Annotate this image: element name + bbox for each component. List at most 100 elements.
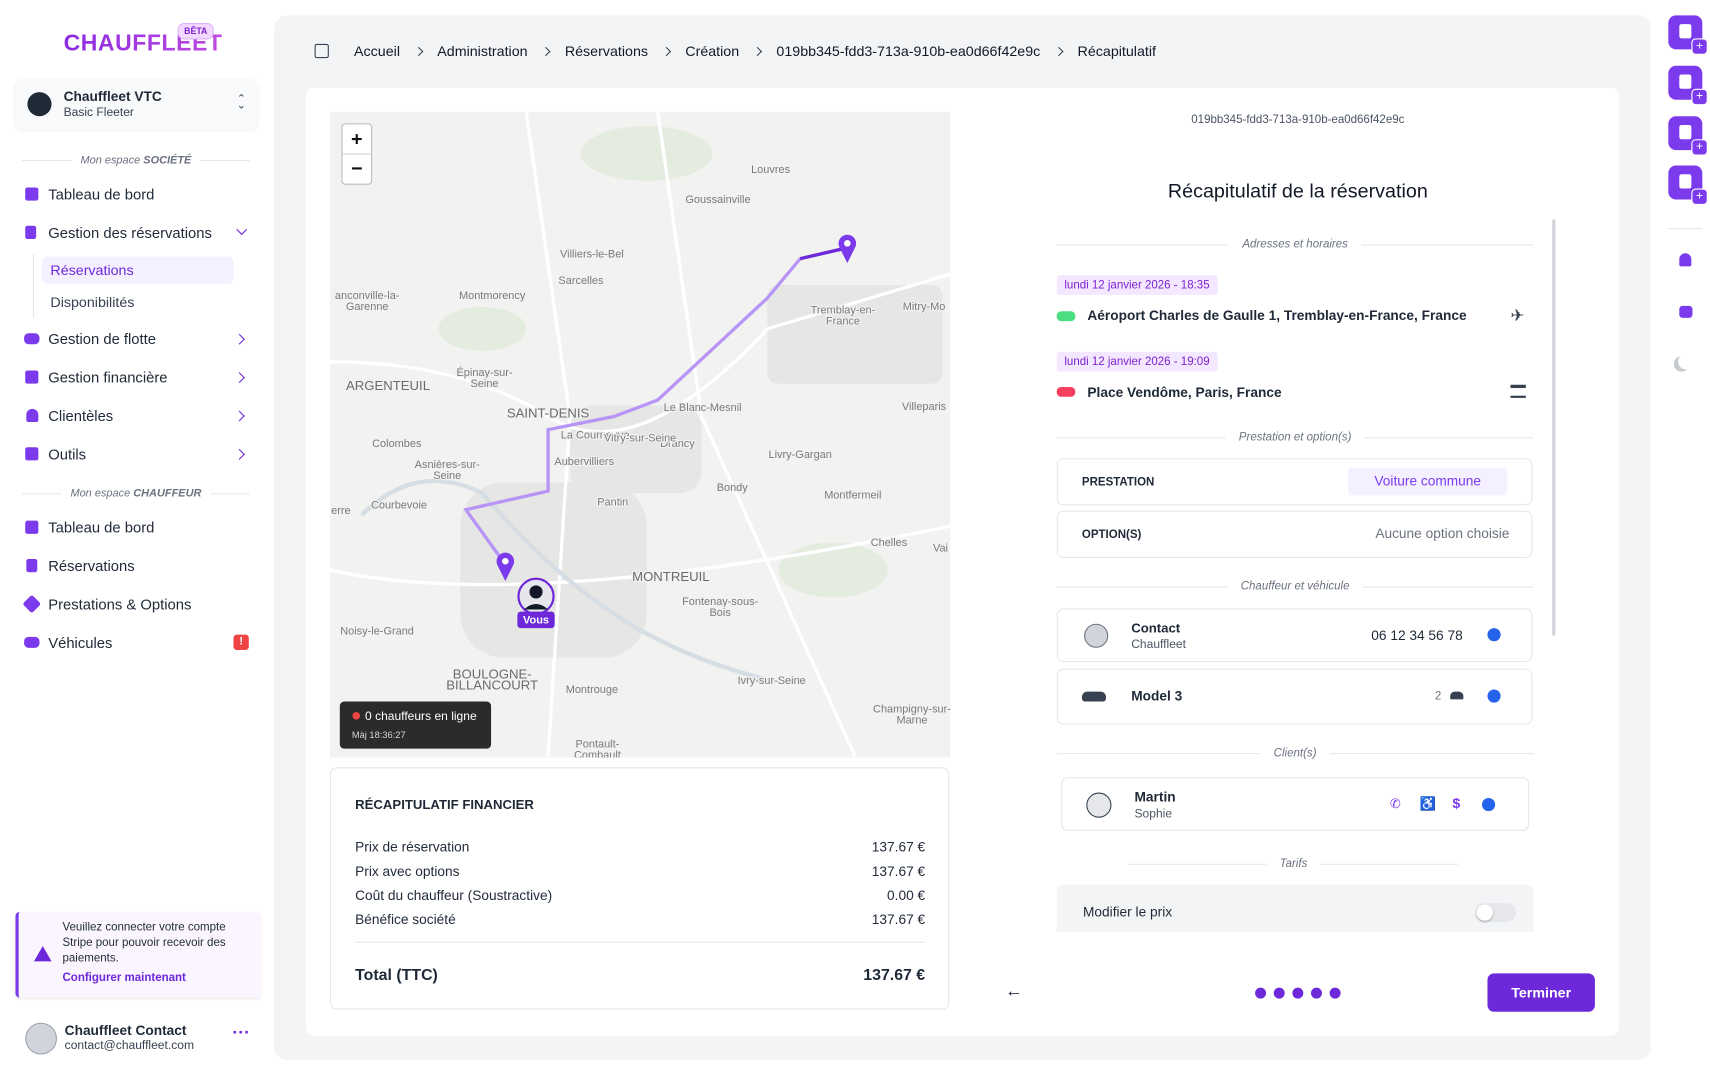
- reservation-id: 019bb345-fdd3-713a-910b-ea0d66f42e9c: [1057, 113, 1539, 126]
- beta-badge: BÊTA: [178, 23, 214, 39]
- company-icon: [27, 92, 51, 116]
- map[interactable]: LouvresGoussainvilleVilliers-le-BelSarce…: [330, 112, 950, 758]
- section-title: Client(s): [1274, 746, 1317, 759]
- menu-item[interactable]: Tableau de bord: [48, 520, 154, 536]
- menu-item[interactable]: Réservations: [48, 558, 134, 574]
- field-label: PRESTATION: [1082, 476, 1154, 489]
- finish-button[interactable]: Terminer: [1487, 973, 1594, 1011]
- driver-phone: 06 12 34 56 78: [1371, 628, 1462, 643]
- row-label: Prix avec options: [355, 864, 459, 879]
- field-value: Aucune option choisie: [1375, 526, 1509, 541]
- notifications[interactable]: [1679, 253, 1691, 266]
- map-label: Villiers-le-Bel: [560, 249, 624, 261]
- client-last-name: Martin: [1135, 789, 1176, 804]
- icon: [25, 370, 38, 383]
- icon: [24, 333, 39, 344]
- menu-item[interactable]: Outils: [48, 446, 86, 462]
- info-icon[interactable]: [1487, 628, 1500, 641]
- summary-title: Récapitulatif de la réservation: [1057, 180, 1539, 203]
- sidebar-toggle[interactable]: [315, 44, 329, 58]
- breadcrumb-item[interactable]: Accueil: [354, 43, 400, 59]
- menu-item[interactable]: Tableau de bord: [48, 186, 154, 202]
- icon: [22, 595, 41, 614]
- warning-link[interactable]: Configurer maintenant: [62, 971, 185, 984]
- options-row: OPTION(S) Aucune option choisie: [1057, 511, 1533, 558]
- menu-item[interactable]: Gestion de flotte: [48, 331, 156, 347]
- map-label: Colombes: [372, 438, 422, 450]
- back-button[interactable]: ←: [1005, 982, 1023, 1002]
- icon: [25, 226, 36, 239]
- theme-toggle[interactable]: [1678, 354, 1693, 369]
- new-client[interactable]: [1668, 66, 1702, 100]
- map-label: SAINT-DENIS: [507, 406, 590, 421]
- icon: [25, 447, 38, 460]
- menu-item[interactable]: Véhicules: [48, 635, 112, 651]
- new-vehicle[interactable]: [1668, 116, 1702, 150]
- submenu-item[interactable]: Disponibilités: [50, 294, 134, 310]
- zoom-in[interactable]: +: [351, 129, 363, 151]
- menu-item[interactable]: Prestations & Options: [48, 596, 191, 612]
- company-name: Chauffleet VTC: [64, 89, 162, 104]
- company-switcher[interactable]: Chauffleet VTC Basic Fleeter ⌃⌄: [15, 79, 257, 129]
- user-menu[interactable]: ···: [232, 1024, 250, 1044]
- menu-item[interactable]: Gestion financière: [48, 369, 167, 385]
- accessibility-icon[interactable]: ♿: [1420, 796, 1436, 811]
- finance-card: RÉCAPITULATIF FINANCIER Prix de réservat…: [330, 767, 949, 1009]
- map-label: Aubervilliers: [554, 456, 614, 468]
- submenu-item[interactable]: Réservations: [50, 262, 133, 278]
- zoom-out[interactable]: −: [351, 158, 363, 180]
- section-divider: Client(s): [1057, 745, 1534, 760]
- user-email: contact@chauffleet.com: [65, 1039, 194, 1052]
- section-societe: Mon espace SOCIÉTÉ: [22, 155, 250, 167]
- rail-divider: [1668, 228, 1702, 229]
- you-marker[interactable]: Vous: [517, 579, 554, 628]
- icon: [25, 521, 38, 534]
- breadcrumb-item[interactable]: Administration: [437, 43, 527, 59]
- new-driver[interactable]: [1668, 166, 1702, 200]
- info-icon[interactable]: [1487, 689, 1500, 702]
- driver-avatar: [1084, 624, 1108, 648]
- client-card: Martin Sophie ✆ ♿ $: [1061, 777, 1529, 831]
- menu-item[interactable]: Gestion des réservations: [48, 225, 212, 241]
- breadcrumb-current: Récapitulatif: [1078, 43, 1156, 59]
- breadcrumb-item[interactable]: Création: [685, 43, 739, 59]
- chat[interactable]: [1679, 306, 1692, 318]
- section-title: Chauffeur et véhicule: [1241, 580, 1350, 593]
- price-toggle-row: Modifier le prix: [1057, 885, 1534, 932]
- seat-count: 2: [1435, 689, 1441, 702]
- section-divider: Tarifs: [1129, 856, 1458, 871]
- row-value: 137.67 €: [872, 864, 925, 879]
- user-avatar: [25, 1023, 57, 1055]
- map-label: Montrouge: [566, 684, 618, 696]
- row-value: 137.67 €: [872, 912, 925, 927]
- info-icon[interactable]: [1482, 798, 1495, 811]
- breadcrumb-item[interactable]: Réservations: [565, 43, 648, 59]
- row-value: 0.00 €: [887, 888, 925, 903]
- stop-time: lundi 12 janvier 2026 - 19:09: [1057, 352, 1218, 372]
- icon: [24, 637, 39, 648]
- chevron: [234, 334, 245, 345]
- map-label: Bondy: [717, 482, 749, 494]
- row-label: Prix de réservation: [355, 840, 469, 855]
- stop-address: Place Vendôme, Paris, France: [1087, 385, 1281, 400]
- client-first-name: Sophie: [1135, 808, 1173, 821]
- toggle[interactable]: [1475, 903, 1516, 922]
- map-label: erre: [331, 505, 350, 517]
- icon: [26, 559, 37, 572]
- menu-item[interactable]: Clientèles: [48, 408, 113, 424]
- scrollbar[interactable]: [1552, 219, 1555, 636]
- new-reservation[interactable]: [1668, 15, 1702, 49]
- row-value: 137.67 €: [872, 840, 925, 855]
- divider: [355, 942, 925, 943]
- map-label: Chelles: [871, 537, 908, 549]
- breadcrumb-item[interactable]: 019bb345-fdd3-713a-910b-ea0d66f42e9c: [776, 43, 1040, 59]
- zoom-control: + −: [342, 124, 372, 184]
- chevron: [234, 411, 245, 422]
- step-dots: [1255, 988, 1340, 999]
- phone-icon[interactable]: ✆: [1390, 796, 1401, 811]
- finance-title: RÉCAPITULATIF FINANCIER: [355, 797, 534, 812]
- driver-name: Contact: [1131, 620, 1180, 635]
- payment-icon[interactable]: $: [1452, 795, 1460, 811]
- section-chauffeur: Mon espace CHAUFFEUR: [22, 488, 250, 500]
